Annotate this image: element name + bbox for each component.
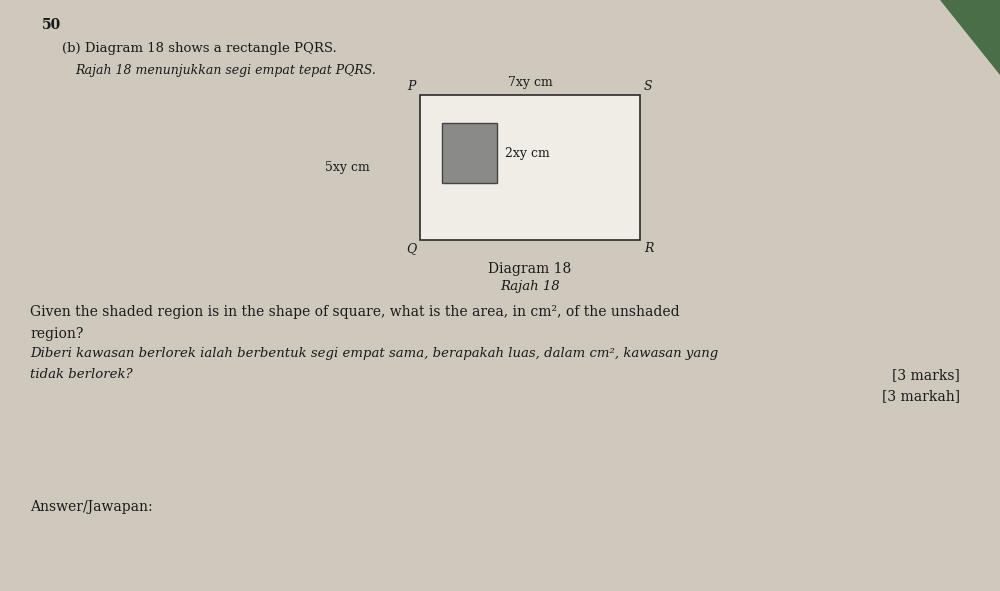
Text: 2xy cm: 2xy cm [505, 147, 550, 160]
Text: Rajah 18: Rajah 18 [500, 280, 560, 293]
Text: P: P [408, 80, 416, 93]
Text: Diagram 18: Diagram 18 [488, 262, 572, 276]
Text: 7xy cm: 7xy cm [508, 76, 552, 89]
Text: S: S [644, 80, 653, 93]
Text: R: R [644, 242, 653, 255]
Polygon shape [940, 0, 1000, 75]
Bar [442, 123, 497, 183]
Text: [3 marks]: [3 marks] [892, 368, 960, 382]
Text: 50: 50 [42, 18, 61, 32]
Text: (b) Diagram 18 shows a rectangle PQRS.: (b) Diagram 18 shows a rectangle PQRS. [62, 42, 337, 55]
Text: tidak berlorek?: tidak berlorek? [30, 368, 133, 381]
Bar [420, 95, 640, 240]
Text: Answer/Jawapan:: Answer/Jawapan: [30, 500, 153, 514]
Text: Given the shaded region is in the shape of square, what is the area, in cm², of : Given the shaded region is in the shape … [30, 305, 680, 319]
Text: 5xy cm: 5xy cm [325, 161, 370, 174]
Text: Rajah 18 menunjukkan segi empat tepat PQRS.: Rajah 18 menunjukkan segi empat tepat PQ… [75, 64, 376, 77]
Text: Diberi kawasan berlorek ialah berbentuk segi empat sama, berapakah luas, dalam c: Diberi kawasan berlorek ialah berbentuk … [30, 347, 718, 360]
Text: region?: region? [30, 327, 83, 341]
Text: Q: Q [406, 242, 416, 255]
Text: [3 markah]: [3 markah] [882, 389, 960, 403]
